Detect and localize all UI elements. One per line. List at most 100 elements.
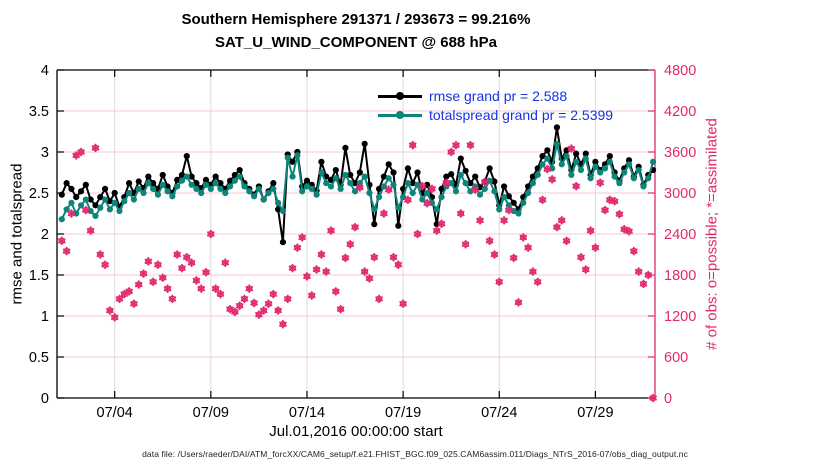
totalspread-point	[101, 196, 109, 203]
obs-marker	[86, 226, 95, 235]
obs-marker	[105, 306, 114, 315]
obs-marker	[586, 226, 595, 235]
plot-title-line2: SAT_U_WIND_COMPONENT @ 688 hPa	[215, 33, 497, 51]
totalspread-point	[462, 180, 469, 187]
rmse-point	[390, 169, 397, 176]
totalspread-point	[515, 210, 522, 217]
obs-marker	[466, 140, 475, 150]
totalspread-point	[145, 180, 152, 187]
rmse-point	[73, 194, 80, 201]
obs-marker	[341, 253, 350, 263]
totalspread-point	[371, 206, 378, 213]
obs-marker	[485, 236, 494, 246]
rmse-point	[505, 193, 512, 200]
obs-marker	[312, 265, 321, 274]
obs-marker	[500, 216, 509, 225]
obs-marker	[77, 147, 86, 157]
totalspread-point	[649, 158, 657, 165]
obs-marker	[298, 233, 307, 242]
left-tick-label: 1.5	[29, 268, 49, 284]
obs-marker	[389, 253, 398, 262]
rmse-point	[529, 173, 537, 180]
obs-marker	[543, 164, 552, 174]
obs-marker	[567, 144, 576, 153]
totalspread-point	[178, 177, 186, 184]
obs-marker	[317, 250, 326, 259]
left-tick-label: 0.5	[29, 350, 49, 366]
rmse-point	[92, 202, 99, 209]
obs-marker	[153, 260, 162, 269]
obs-marker	[394, 260, 403, 269]
rmse-point	[101, 185, 109, 192]
rmse-point	[500, 183, 508, 190]
rmse-point	[270, 180, 277, 187]
rmse-point	[174, 176, 181, 183]
right-tick-label: 3600	[664, 145, 696, 161]
rmse-point	[606, 153, 613, 160]
totalspread-point	[332, 175, 339, 182]
rmse-point	[193, 180, 200, 187]
totalspread-point	[270, 185, 277, 192]
obs-marker	[447, 147, 456, 157]
totalspread-point	[150, 185, 157, 192]
rmse-point	[231, 171, 238, 179]
rmse-point	[404, 165, 412, 172]
obs-marker	[302, 272, 311, 281]
totalspread-point	[347, 180, 354, 187]
rmse-point	[97, 194, 104, 201]
totalspread-point	[534, 171, 541, 179]
totalspread-point	[606, 158, 613, 165]
rmse-point	[159, 171, 166, 179]
rmse-point	[510, 199, 517, 206]
rmse-point	[87, 196, 94, 203]
obs-marker	[178, 263, 186, 273]
totalspread-point	[202, 181, 210, 188]
obs-marker	[331, 287, 340, 296]
obs-marker	[221, 258, 230, 267]
obs-marker	[129, 299, 138, 308]
rmse-point	[395, 222, 402, 229]
totalspread-point	[77, 202, 85, 209]
obs-marker	[197, 284, 206, 293]
rmse-point	[217, 180, 224, 187]
left-axis-label: rmse and totalspread	[8, 163, 26, 305]
rmse-point	[553, 124, 561, 131]
obs-marker	[437, 219, 446, 228]
obs-marker	[524, 243, 533, 252]
totalspread-point	[313, 191, 320, 198]
totalspread-line-swatch	[378, 113, 422, 117]
obs-marker	[327, 226, 335, 235]
rmse-point	[318, 158, 325, 165]
obs-marker	[216, 289, 225, 299]
rmse-point	[332, 166, 339, 174]
obs-marker	[370, 253, 379, 262]
obs-marker	[346, 240, 355, 249]
totalspread-point	[140, 189, 147, 197]
obs-marker	[125, 287, 134, 296]
obs-marker	[91, 143, 100, 153]
right-tick-label: 4800	[664, 63, 696, 79]
totalspread-point	[616, 180, 623, 187]
obs-marker	[490, 250, 499, 259]
obs-marker	[649, 393, 658, 403]
obs-marker	[211, 284, 220, 293]
totalspread-point	[275, 199, 282, 206]
totalspread-point	[226, 183, 234, 190]
totalspread-point	[553, 140, 561, 147]
obs-marker	[423, 199, 432, 208]
obs-marker	[480, 177, 489, 187]
totalspread-point	[250, 193, 258, 200]
obs-marker	[144, 257, 153, 266]
obs-marker	[182, 253, 191, 262]
totalspread-point	[573, 158, 580, 165]
axes-frame	[56, 69, 656, 399]
right-tick-label: 2400	[664, 227, 696, 243]
obs-marker	[274, 306, 283, 315]
obs-marker	[552, 222, 561, 232]
totalspread-point	[520, 199, 527, 206]
obs-marker	[283, 294, 292, 304]
obs-marker	[375, 294, 384, 304]
totalspread-point	[342, 171, 349, 179]
obs-marker	[644, 270, 653, 280]
